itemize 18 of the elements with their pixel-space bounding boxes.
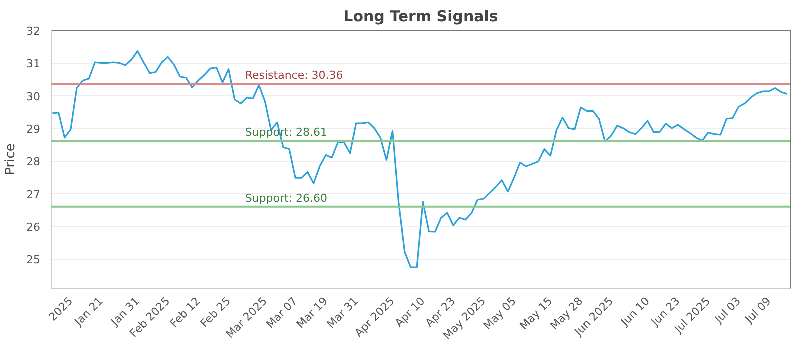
y-tick-label: 25	[26, 254, 41, 267]
y-tick-label: 30	[26, 90, 41, 104]
x-tick-label: Jul 03	[712, 294, 744, 327]
y-tick-label: 28	[26, 156, 41, 169]
x-tick-label: Jul 09	[742, 294, 774, 327]
y-tick-label: 26	[26, 220, 41, 234]
y-axis-title: Price	[4, 144, 19, 176]
y-tick-label: 29	[26, 122, 41, 136]
x-tick-label: Apr 10	[392, 294, 428, 330]
ref-line-label: Support: 26.60	[245, 192, 328, 205]
y-tick-label: 32	[26, 25, 41, 38]
x-tick-label: Jun 10	[618, 294, 652, 330]
line-series	[52, 50, 788, 268]
x-tick-label: Jan 21	[72, 294, 106, 330]
y-tick-label: 27	[26, 188, 41, 202]
ref-line-label: Resistance: 30.36	[245, 69, 344, 82]
y-tick-label: 31	[26, 58, 41, 71]
chart-title: Long Term Signals	[344, 8, 498, 26]
